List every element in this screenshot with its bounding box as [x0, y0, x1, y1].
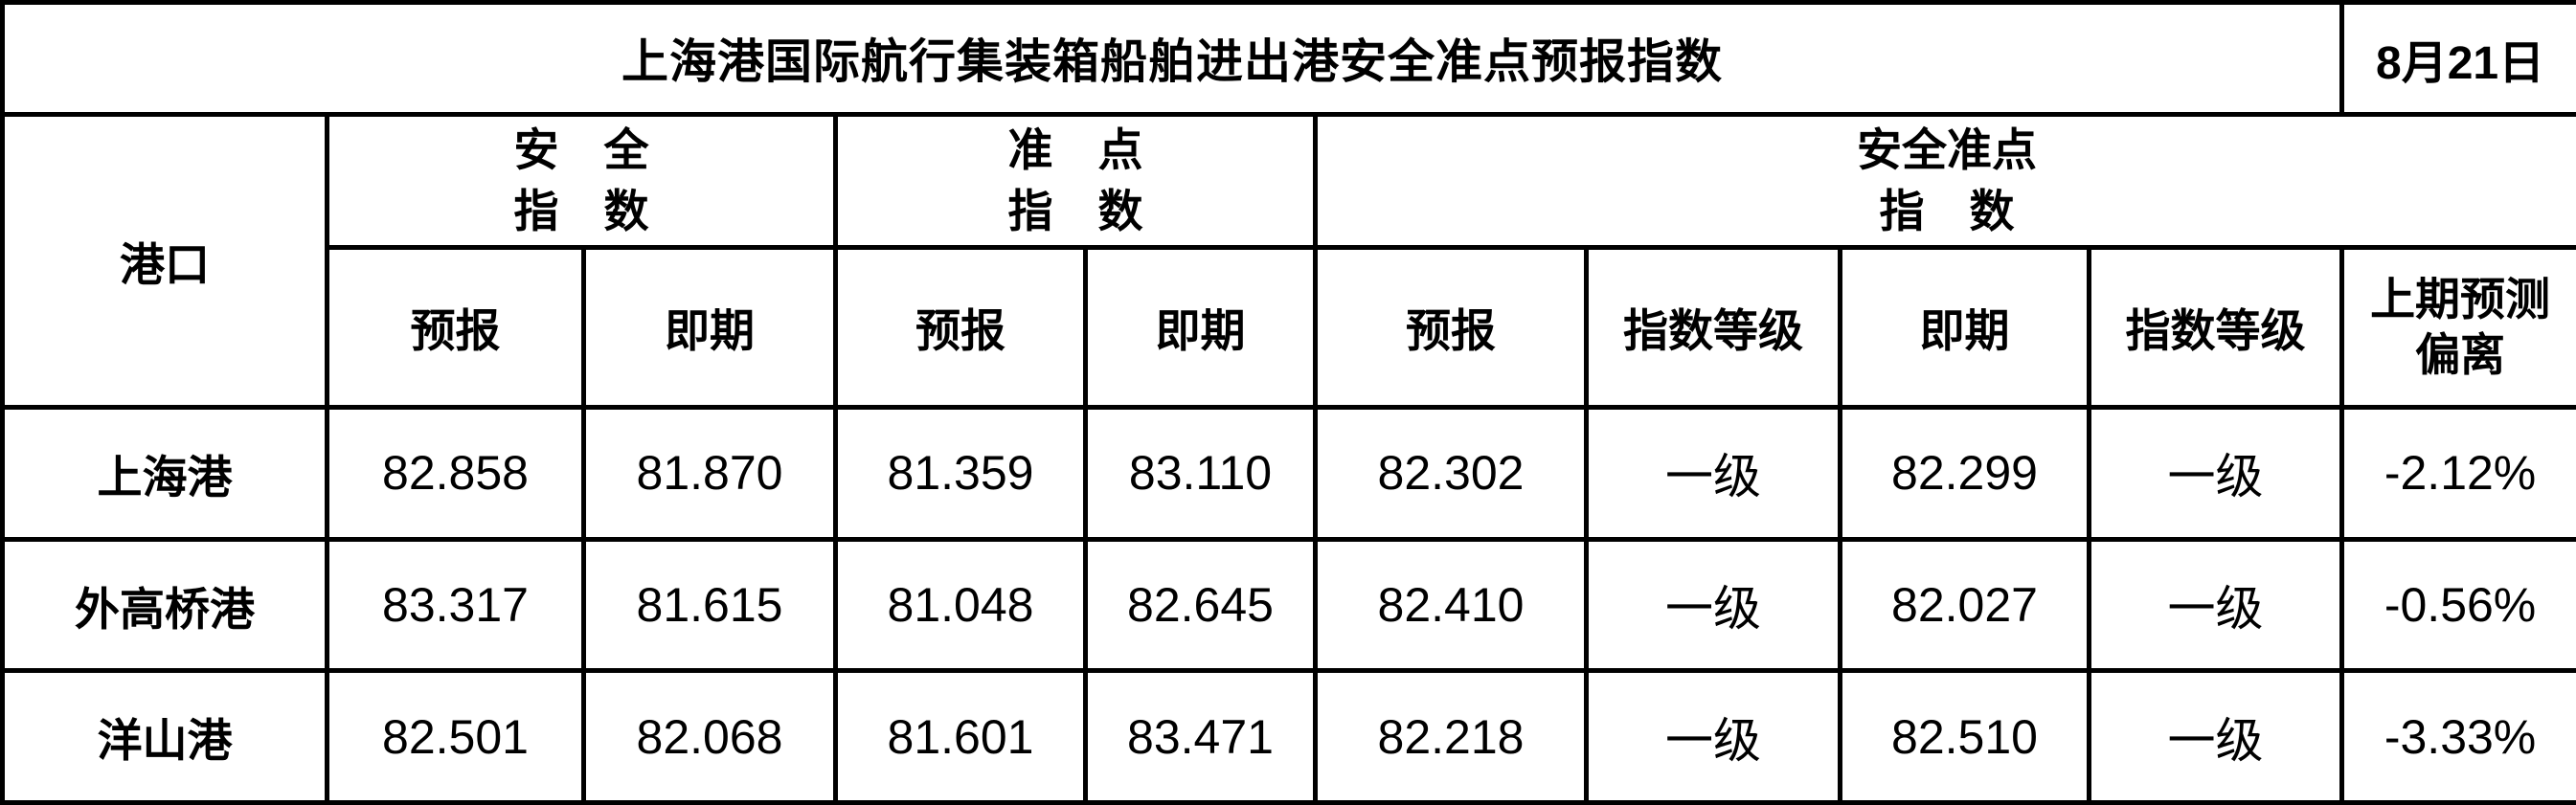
port-column-header: 港口: [0, 111, 329, 411]
group-header-line: 指 数: [1879, 185, 2015, 236]
sub-header-punctuality-forecast: 预报: [833, 244, 1088, 411]
data-cell: -0.56%: [2339, 536, 2576, 674]
group-header-line: 指 数: [513, 185, 649, 236]
data-cell: 一级: [1584, 536, 1842, 674]
port-name: 外高桥港: [0, 536, 329, 674]
data-cell: 81.359: [833, 405, 1088, 542]
data-cell: 82.410: [1313, 536, 1589, 674]
data-cell: -3.33%: [2339, 668, 2576, 805]
group-header-line: 准 点: [1007, 123, 1143, 175]
group-header-punctuality-index: 准 点 指 数: [833, 111, 1318, 250]
port-name: 洋山港: [0, 668, 329, 805]
data-cell: 81.048: [833, 536, 1088, 674]
sub-header-sp-forecast: 预报: [1313, 244, 1589, 411]
data-cell: 81.601: [833, 668, 1088, 805]
table-row-yangshan: 洋山港 82.501 82.068 81.601 83.471 82.218 一…: [0, 668, 2576, 805]
data-cell: 82.027: [1838, 536, 2091, 674]
group-header-line: 安全准点: [1857, 123, 2038, 175]
sub-header-punctuality-current: 即期: [1083, 244, 1318, 411]
port-name: 上海港: [0, 405, 329, 542]
group-header-safety-index: 安 全 指 数: [325, 111, 838, 250]
group-header-safety-punctuality-index: 安全准点 指 数: [1312, 111, 2576, 250]
sub-header-sp-current-level: 指数等级: [2086, 244, 2345, 411]
sub-header-previous-forecast-deviation: 上期预测 偏离: [2339, 244, 2576, 411]
data-cell: 82.302: [1313, 405, 1589, 542]
data-cell: 82.299: [1838, 405, 2091, 542]
data-cell: 一级: [2086, 536, 2345, 674]
data-cell: 82.510: [1838, 668, 2091, 805]
data-cell: 81.615: [581, 536, 838, 674]
sub-header-line: 偏离: [2415, 328, 2506, 380]
sub-header-safety-forecast: 预报: [325, 244, 586, 411]
data-cell: 82.218: [1313, 668, 1589, 805]
data-cell: 一级: [2086, 668, 2345, 805]
data-cell: 一级: [1584, 668, 1842, 805]
table-row-shanghai: 上海港 82.858 81.870 81.359 83.110 82.302 一…: [0, 405, 2576, 542]
sub-header-sp-current: 即期: [1838, 244, 2091, 411]
title-row: 上海港国际航行集装箱船舶进出港安全准点预报指数 8月21日: [0, 0, 2576, 117]
sub-header-line: 上期预测: [2370, 273, 2551, 324]
data-cell: 82.858: [325, 405, 586, 542]
data-cell: 83.471: [1083, 668, 1318, 805]
data-cell: 一级: [2086, 405, 2345, 542]
table-row-waigaoqiao: 外高桥港 83.317 81.615 81.048 82.645 82.410 …: [0, 536, 2576, 674]
group-header-line: 指 数: [1007, 185, 1143, 236]
group-header-row: 港口 安 全 指 数 准 点 指 数 安全准点 指 数: [0, 111, 2576, 411]
data-cell: 82.068: [581, 668, 838, 805]
sub-header-safety-current: 即期: [581, 244, 838, 411]
data-cell: 一级: [1584, 405, 1842, 542]
data-cell: 83.110: [1083, 405, 1318, 542]
sub-header-sp-forecast-level: 指数等级: [1584, 244, 1842, 411]
data-cell: 82.645: [1083, 536, 1318, 674]
data-cell: 81.870: [581, 405, 838, 542]
data-cell: -2.12%: [2339, 405, 2576, 542]
table-title: 上海港国际航行集装箱船舶进出港安全准点预报指数: [0, 0, 2345, 117]
report-date: 8月21日: [2339, 0, 2576, 117]
group-header-line: 安 全: [513, 123, 649, 175]
sub-header-row: 预报 即期 预报 即期 预报 指数等级 即期 指数等级 上期预测 偏离: [3, 244, 2576, 411]
data-cell: 82.501: [325, 668, 586, 805]
data-cell: 83.317: [325, 536, 586, 674]
